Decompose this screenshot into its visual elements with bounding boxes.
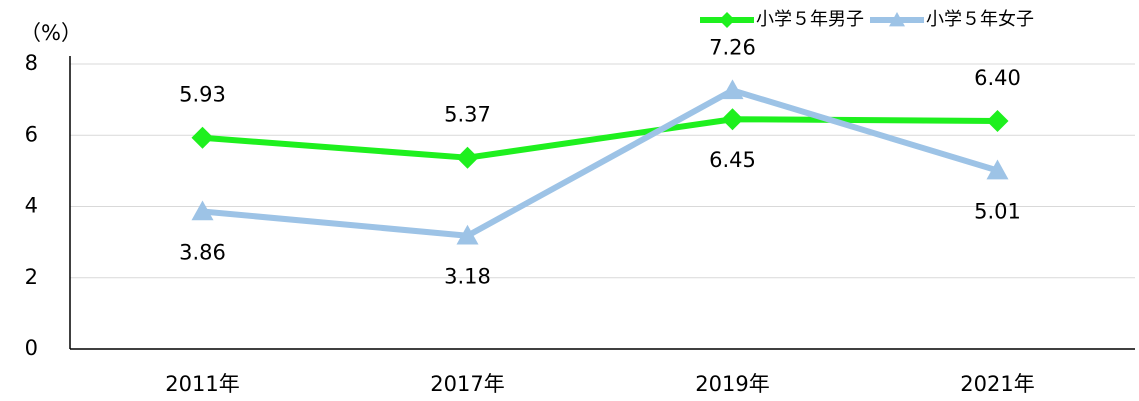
y-tick-label: 4 [25,194,38,218]
marker [986,159,1009,180]
data-label: 5.37 [444,103,491,127]
x-tick-label: 2019年 [695,372,769,396]
series-line [202,87,999,239]
legend-label: 小学５年男子 [756,9,864,30]
legend-label: 小学５年女子 [926,9,1034,30]
data-label: 3.86 [179,240,226,264]
marker [456,224,479,245]
marker [191,126,214,149]
x-tick-label: 2011年 [165,372,239,396]
y-tick-label: 0 [25,336,38,360]
y-axis-label: （%） [20,21,82,45]
data-label: 3.18 [444,265,491,289]
data-label: 7.26 [709,35,756,59]
y-tick-label: 6 [25,122,38,146]
marker [721,108,744,131]
marker [721,79,744,100]
marker [986,110,1009,132]
legend-marker [889,12,905,27]
x-tick-label: 2017年 [430,372,504,396]
data-label: 6.40 [974,66,1021,90]
marker [191,200,214,221]
data-label: 5.01 [974,200,1021,224]
y-tick-label: 2 [25,265,38,289]
data-label: 6.45 [709,148,756,172]
legend-marker [719,12,735,28]
y-tick-label: 8 [25,51,38,75]
series-line [202,116,998,161]
marker [456,146,479,169]
data-label: 5.93 [179,83,226,107]
x-tick-label: 2021年 [960,372,1034,396]
